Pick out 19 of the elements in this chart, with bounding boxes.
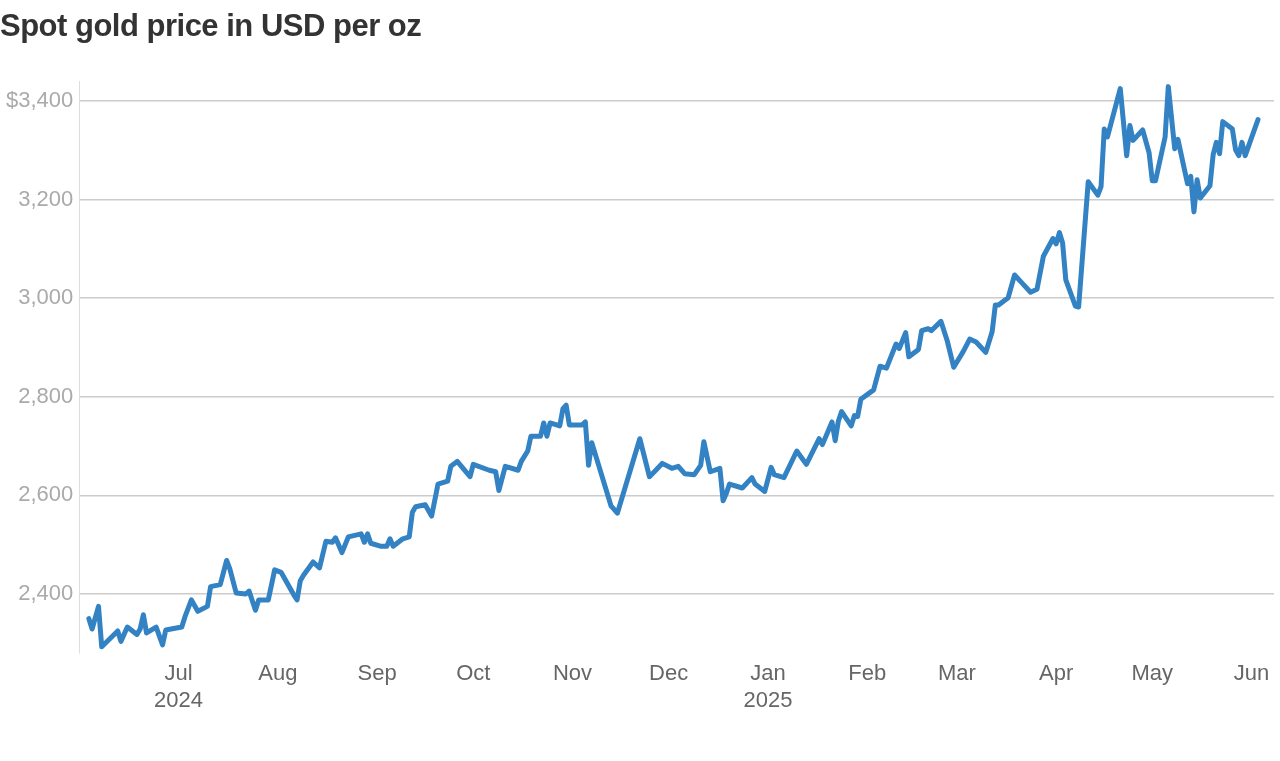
y-tick-label: $3,400	[5, 86, 74, 112]
x-tick-label: Feb	[848, 660, 887, 686]
y-tick-label: 3,200	[18, 185, 74, 211]
x-tick-label: Dec	[649, 660, 689, 686]
y-tick-label: 2,400	[18, 580, 74, 606]
y-tick-label: 3,000	[18, 284, 74, 310]
x-tick-label: Jun	[1233, 660, 1270, 686]
y-tick-label: 2,600	[18, 481, 74, 507]
chart-title: Spot gold price in USD per oz	[0, 8, 422, 44]
x-tick-label: Oct	[456, 660, 491, 686]
x-tick-label: Aug	[258, 660, 298, 686]
x-tick-label: Jan 2025	[743, 660, 793, 712]
x-tick-label: Nov	[552, 660, 593, 686]
x-tick-label: May	[1131, 660, 1174, 686]
x-tick-label: Apr	[1039, 660, 1074, 686]
x-tick-label: Mar	[937, 660, 976, 686]
x-tick-label: Jul 2024	[154, 660, 204, 712]
x-tick-label: Sep	[357, 660, 397, 686]
y-tick-label: 2,800	[18, 382, 74, 408]
